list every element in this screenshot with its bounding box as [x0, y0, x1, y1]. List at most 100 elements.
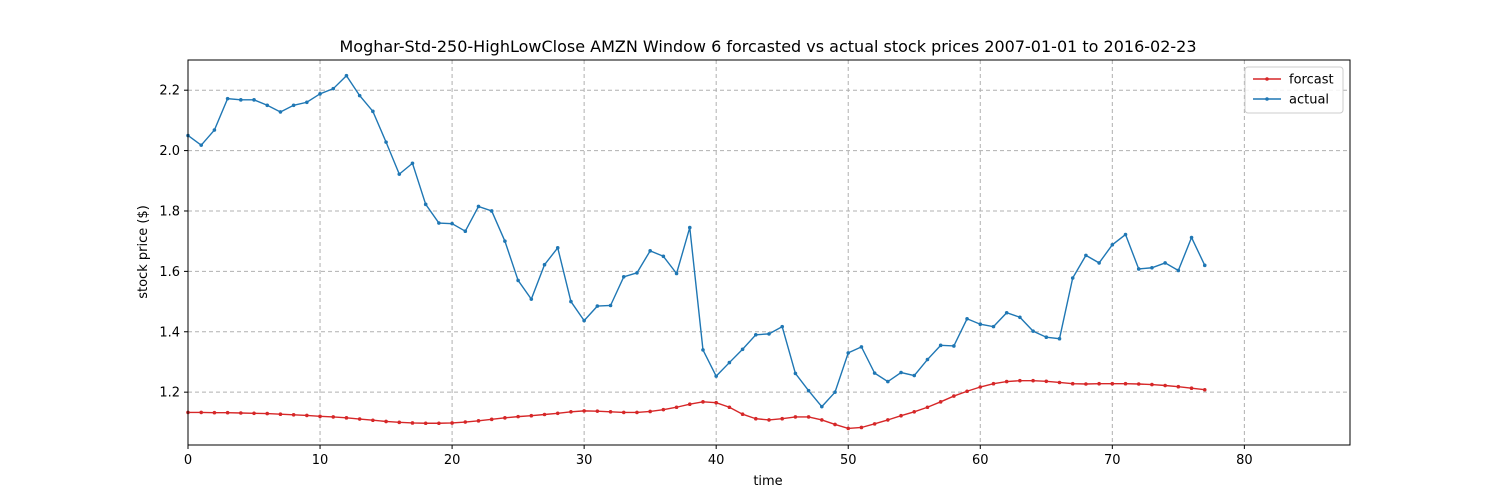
y-tick-label: 2.0	[159, 144, 180, 159]
grid-lines	[187, 60, 1350, 445]
data-point-actual	[582, 318, 586, 323]
data-point-forcast	[423, 421, 428, 426]
x-tick-label: 30	[576, 453, 593, 468]
data-point-forcast	[899, 413, 903, 418]
data-point-actual	[952, 344, 956, 348]
data-point-actual	[423, 202, 428, 207]
data-point-actual	[476, 204, 481, 209]
data-point-actual	[886, 379, 890, 384]
data-point-actual	[806, 388, 811, 393]
data-point-actual	[872, 371, 877, 375]
data-point-actual	[1031, 329, 1035, 333]
plot-series	[186, 73, 1207, 431]
data-point-actual	[648, 249, 652, 253]
legend-marker-forcast	[1265, 77, 1269, 81]
data-point-forcast	[780, 416, 785, 421]
data-point-actual	[199, 143, 204, 147]
data-point-forcast	[1097, 381, 1101, 386]
data-point-forcast	[621, 410, 626, 415]
data-point-actual	[912, 373, 917, 378]
data-point-forcast	[1150, 382, 1154, 387]
data-point-forcast	[952, 394, 956, 398]
data-point-forcast	[820, 418, 824, 422]
data-point-forcast	[291, 413, 296, 417]
data-point-actual	[503, 239, 507, 243]
data-point-actual	[437, 221, 441, 225]
data-point-forcast	[529, 413, 534, 418]
x-axis-label: time	[753, 474, 782, 489]
data-point-actual	[1176, 268, 1181, 273]
data-point-actual	[252, 98, 256, 102]
data-point-actual	[1110, 243, 1115, 247]
data-point-forcast	[450, 421, 454, 425]
data-point-forcast	[1110, 381, 1115, 386]
data-point-forcast	[384, 419, 388, 424]
data-point-actual	[753, 332, 758, 337]
data-point-actual	[859, 345, 864, 349]
data-point-actual	[569, 299, 573, 304]
data-point-forcast	[727, 405, 732, 410]
data-point-actual	[661, 254, 666, 259]
y-tick-label: 1.4	[159, 325, 180, 340]
data-point-actual	[714, 374, 718, 378]
data-point-forcast	[661, 407, 666, 412]
data-point-actual	[767, 332, 771, 336]
data-point-forcast	[318, 414, 322, 419]
data-point-actual	[595, 304, 600, 308]
data-point-forcast	[437, 421, 441, 426]
data-point-forcast	[886, 418, 890, 422]
data-point-actual	[740, 347, 745, 352]
data-point-forcast	[1031, 378, 1035, 383]
data-point-actual	[846, 351, 851, 355]
data-point-forcast	[278, 412, 283, 417]
data-point-actual	[1084, 253, 1088, 258]
x-tick-label: 10	[312, 453, 329, 468]
data-point-forcast	[793, 415, 798, 419]
data-point-actual	[463, 229, 468, 234]
data-point-actual	[621, 275, 626, 279]
data-point-forcast	[239, 411, 243, 415]
data-point-forcast	[965, 389, 969, 394]
data-point-actual	[608, 303, 613, 308]
data-point-actual	[1136, 267, 1141, 271]
data-point-actual	[1044, 335, 1049, 340]
data-point-actual	[265, 103, 270, 108]
data-point-actual	[305, 100, 309, 105]
data-point-actual	[278, 110, 283, 114]
x-tick-label: 60	[972, 453, 989, 468]
series-line-forcast	[188, 379, 1205, 430]
data-point-actual	[384, 140, 388, 144]
x-tick-label: 80	[1236, 453, 1253, 468]
data-point-actual	[225, 96, 230, 101]
data-point-forcast	[371, 418, 375, 423]
data-point-forcast	[872, 422, 877, 426]
data-point-forcast	[1123, 381, 1128, 386]
data-point-forcast	[714, 400, 718, 405]
data-point-actual	[687, 225, 692, 230]
legend-label-forcast: forcast	[1289, 73, 1334, 88]
data-point-actual	[1004, 310, 1009, 315]
data-point-actual	[833, 390, 837, 394]
data-point-forcast	[833, 422, 837, 427]
data-point-actual	[516, 278, 520, 283]
data-point-actual	[1163, 261, 1167, 265]
data-point-forcast	[305, 413, 309, 418]
data-point-forcast	[410, 421, 415, 425]
x-tick-label: 50	[840, 453, 857, 468]
data-point-forcast	[516, 414, 520, 419]
y-axis-label: stock price ($)	[136, 205, 151, 299]
data-point-actual	[635, 271, 639, 275]
data-point-actual	[357, 93, 362, 98]
data-point-forcast	[503, 416, 507, 420]
data-point-forcast	[489, 417, 494, 422]
series-line-actual	[187, 74, 1206, 408]
y-tick-label: 1.6	[159, 265, 180, 280]
data-point-actual	[727, 360, 732, 365]
data-point-forcast	[555, 411, 560, 416]
data-point-actual	[1202, 263, 1207, 268]
data-point-actual	[489, 209, 494, 213]
data-point-forcast	[859, 425, 864, 430]
data-point-actual	[542, 262, 547, 267]
data-point-actual	[331, 86, 336, 91]
data-point-actual	[899, 370, 903, 375]
